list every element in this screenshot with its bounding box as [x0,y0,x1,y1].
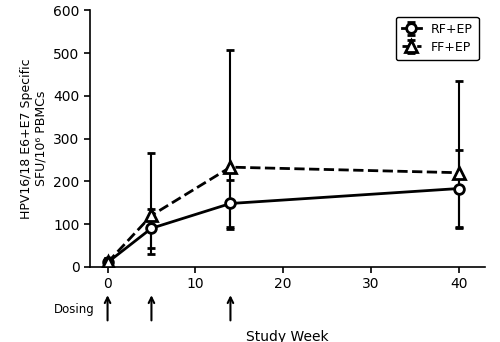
Legend: RF+EP, FF+EP: RF+EP, FF+EP [396,16,479,60]
Y-axis label: HPV16/18 E6+E7 Specific
SFU/10⁶ PBMCs: HPV16/18 E6+E7 Specific SFU/10⁶ PBMCs [20,58,48,219]
Text: Dosing: Dosing [54,303,94,316]
X-axis label: Study Week: Study Week [246,330,329,342]
